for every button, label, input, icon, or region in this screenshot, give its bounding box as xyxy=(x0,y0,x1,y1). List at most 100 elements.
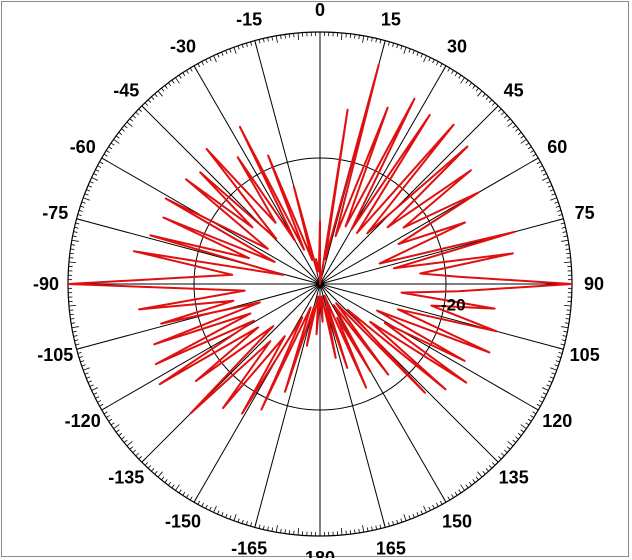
minor-tick xyxy=(121,129,124,131)
angle-tick-label: 180 xyxy=(305,548,335,558)
minor-tick xyxy=(401,518,402,522)
angle-tick-label: 75 xyxy=(575,203,595,223)
minor-tick xyxy=(142,106,147,111)
minor-tick xyxy=(121,437,124,439)
minor-tick xyxy=(114,139,120,143)
minor-tick xyxy=(393,521,394,525)
minor-tick xyxy=(493,106,498,111)
minor-tick xyxy=(246,521,247,525)
minor-tick xyxy=(71,245,75,246)
minor-tick xyxy=(421,54,423,58)
minor-tick xyxy=(183,492,185,495)
minor-tick xyxy=(533,154,536,156)
minor-tick xyxy=(554,365,558,366)
minor-tick xyxy=(341,33,342,40)
angle-tick-label: -150 xyxy=(165,511,201,531)
minor-tick xyxy=(562,227,566,228)
minor-tick xyxy=(521,139,527,143)
minor-tick xyxy=(515,129,518,131)
minor-tick xyxy=(504,450,507,453)
angle-tick-label: -165 xyxy=(231,539,267,558)
minor-tick xyxy=(75,344,79,345)
minor-tick xyxy=(550,198,557,200)
minor-tick xyxy=(539,400,543,402)
minor-tick xyxy=(566,319,570,320)
minor-tick xyxy=(417,512,419,516)
minor-tick xyxy=(124,440,127,443)
minor-tick xyxy=(417,52,419,56)
minor-tick xyxy=(440,501,442,504)
minor-tick xyxy=(100,162,103,164)
minor-tick xyxy=(90,182,94,184)
angle-tick-label: -105 xyxy=(37,345,73,365)
minor-tick xyxy=(83,368,90,370)
minor-tick xyxy=(476,88,479,91)
minor-tick xyxy=(507,447,510,450)
minor-tick xyxy=(214,506,217,512)
minor-tick xyxy=(409,516,410,520)
minor-tick xyxy=(259,525,260,529)
minor-tick xyxy=(476,477,479,480)
minor-tick xyxy=(71,323,75,324)
angle-tick-label: 0 xyxy=(315,2,325,20)
minor-tick xyxy=(542,178,548,181)
minor-tick xyxy=(532,158,538,162)
minor-tick xyxy=(501,453,504,456)
minor-tick xyxy=(190,68,192,71)
minor-tick xyxy=(367,37,368,41)
minor-tick xyxy=(563,331,567,332)
minor-tick xyxy=(263,38,264,42)
minor-tick xyxy=(104,154,107,156)
minor-tick xyxy=(498,456,501,459)
minor-tick xyxy=(404,47,406,54)
minor-tick xyxy=(550,368,557,370)
minor-tick xyxy=(151,97,154,100)
minor-tick xyxy=(238,518,239,522)
minor-tick xyxy=(145,103,148,106)
minor-tick xyxy=(73,331,77,332)
minor-tick xyxy=(541,397,545,399)
minor-tick xyxy=(561,327,568,328)
minor-tick xyxy=(526,143,529,145)
minor-tick xyxy=(111,143,114,145)
minor-tick xyxy=(114,425,120,429)
minor-tick xyxy=(561,344,565,345)
minor-tick xyxy=(355,34,356,38)
minor-tick xyxy=(202,503,204,507)
minor-tick xyxy=(542,388,548,391)
angle-tick-label: -135 xyxy=(108,468,144,488)
minor-tick xyxy=(380,525,381,529)
minor-tick xyxy=(383,521,385,528)
minor-tick xyxy=(285,530,286,534)
minor-tick xyxy=(451,70,453,73)
minor-tick xyxy=(552,194,556,195)
minor-tick xyxy=(281,529,282,533)
minor-tick xyxy=(376,38,377,42)
minor-tick xyxy=(473,479,475,482)
minor-tick xyxy=(90,385,94,387)
spoke-line xyxy=(320,284,498,462)
minor-tick xyxy=(168,482,170,485)
minor-tick xyxy=(165,85,167,88)
minor-tick xyxy=(78,352,82,353)
minor-tick xyxy=(477,472,481,477)
minor-tick xyxy=(198,501,200,504)
minor-tick xyxy=(539,166,543,168)
minor-tick xyxy=(558,215,562,216)
minor-tick xyxy=(85,194,89,195)
minor-tick xyxy=(268,527,269,531)
minor-tick xyxy=(565,245,569,246)
minor-tick xyxy=(298,528,299,535)
minor-tick xyxy=(198,64,200,67)
minor-tick xyxy=(355,530,356,534)
angle-tick-label: -90 xyxy=(33,274,59,294)
minor-tick xyxy=(161,88,164,91)
minor-tick xyxy=(92,388,98,391)
angle-tick-label: -120 xyxy=(65,411,101,431)
minor-tick xyxy=(95,397,99,399)
minor-tick xyxy=(436,503,438,507)
minor-tick xyxy=(133,115,136,118)
spoke-line xyxy=(320,158,538,284)
minor-tick xyxy=(483,471,486,474)
minor-tick xyxy=(409,49,410,53)
